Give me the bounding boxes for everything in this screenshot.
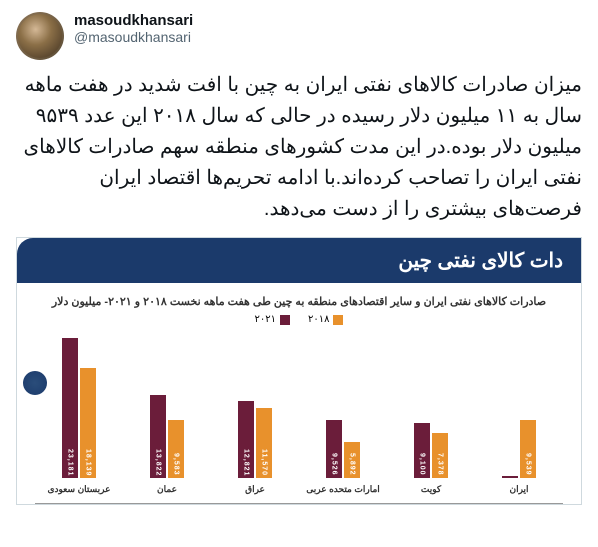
chart-card: دات کالای نفتی چین صادرات کالاهای نفتی ا… — [16, 237, 582, 505]
avatar[interactable] — [16, 12, 64, 60]
chart-area: 18,139 23,181 عربستان سعودی 9,583 13,822 عمان… — [17, 333, 581, 503]
category-label: عراق — [245, 484, 265, 495]
bar-2018: 7,378 — [432, 433, 448, 478]
bar-2021: 23,181 — [62, 338, 78, 478]
category-label: امارات متحده عربی — [306, 484, 380, 495]
bar-value-label: 5,892 — [349, 453, 356, 476]
bar-pair: 18,139 23,181 — [62, 338, 96, 478]
category-label: کویت — [421, 484, 441, 495]
legend-label-2021: ۲۰۲۱ — [255, 314, 276, 325]
user-names: masoudkhansari @masoudkhansari — [74, 12, 193, 45]
bar-2021: 13,822 — [150, 395, 166, 478]
bar-2018: 9,539 — [520, 420, 536, 478]
category-label: ایران — [509, 484, 528, 495]
bar-2021 — [502, 476, 518, 478]
bar-2021: 9,100 — [414, 423, 430, 478]
bar-value-label: 9,526 — [331, 453, 338, 476]
category-label: عربستان سعودی — [47, 484, 110, 495]
user-handle[interactable]: @masoudkhansari — [74, 29, 191, 45]
bar-2018: 5,892 — [344, 442, 360, 478]
bar-value-label: 23,181 — [67, 449, 74, 476]
bar-pair: 9,539 — [502, 338, 536, 478]
chart-group: 11,570 12,821 عراق — [211, 338, 299, 495]
legend-label-2018: ۲۰۱۸ — [308, 314, 329, 325]
bar-pair: 7,378 9,100 — [414, 338, 448, 478]
bar-value-label: 13,822 — [155, 449, 162, 476]
bar-2018: 11,570 — [256, 408, 272, 478]
chart-title: دات کالای نفتی چین — [17, 238, 581, 283]
tweet-container: masoudkhansari @masoudkhansari میزان صاد… — [0, 0, 598, 505]
x-axis — [35, 503, 563, 504]
legend-swatch-2021 — [280, 315, 290, 325]
chart-group: 9,583 13,822 عمان — [123, 338, 211, 495]
tweet-text: میزان صادرات کالاهای نفتی ایران به چین ب… — [16, 70, 582, 225]
bar-pair: 11,570 12,821 — [238, 338, 272, 478]
chart-group: 7,378 9,100 کویت — [387, 338, 475, 495]
bar-2018: 18,139 — [80, 368, 96, 478]
chart-subtitle: صادرات کالاهای نفتی ایران و سایر اقتصاده… — [17, 283, 581, 314]
bar-value-label: 11,570 — [261, 449, 268, 476]
category-label: عمان — [157, 484, 177, 495]
legend-item-2018: ۲۰۱۸ — [308, 314, 343, 325]
bar-value-label: 9,583 — [173, 453, 180, 476]
chart-group: 18,139 23,181 عربستان سعودی — [35, 338, 123, 495]
tweet-header: masoudkhansari @masoudkhansari — [16, 12, 582, 60]
chart-group: 5,892 9,526 امارات متحده عربی — [299, 338, 387, 495]
chart-legend: ۲۰۱۸ ۲۰۲۱ — [17, 314, 581, 333]
avatar-image — [18, 14, 62, 58]
bar-value-label: 9,539 — [525, 453, 532, 476]
chart-group: 9,539 ایران — [475, 338, 563, 495]
bar-value-label: 18,139 — [85, 449, 92, 476]
bar-2021: 12,821 — [238, 401, 254, 478]
bar-value-label: 9,100 — [419, 453, 426, 476]
bar-2021: 9,526 — [326, 420, 342, 478]
bar-2018: 9,583 — [168, 420, 184, 478]
display-name[interactable]: masoudkhansari — [74, 12, 193, 29]
bar-value-label: 12,821 — [243, 449, 250, 476]
legend-item-2021: ۲۰۲۱ — [255, 314, 290, 325]
legend-swatch-2018 — [333, 315, 343, 325]
bar-pair: 5,892 9,526 — [326, 338, 360, 478]
bar-pair: 9,583 13,822 — [150, 338, 184, 478]
bar-value-label: 7,378 — [437, 453, 444, 476]
